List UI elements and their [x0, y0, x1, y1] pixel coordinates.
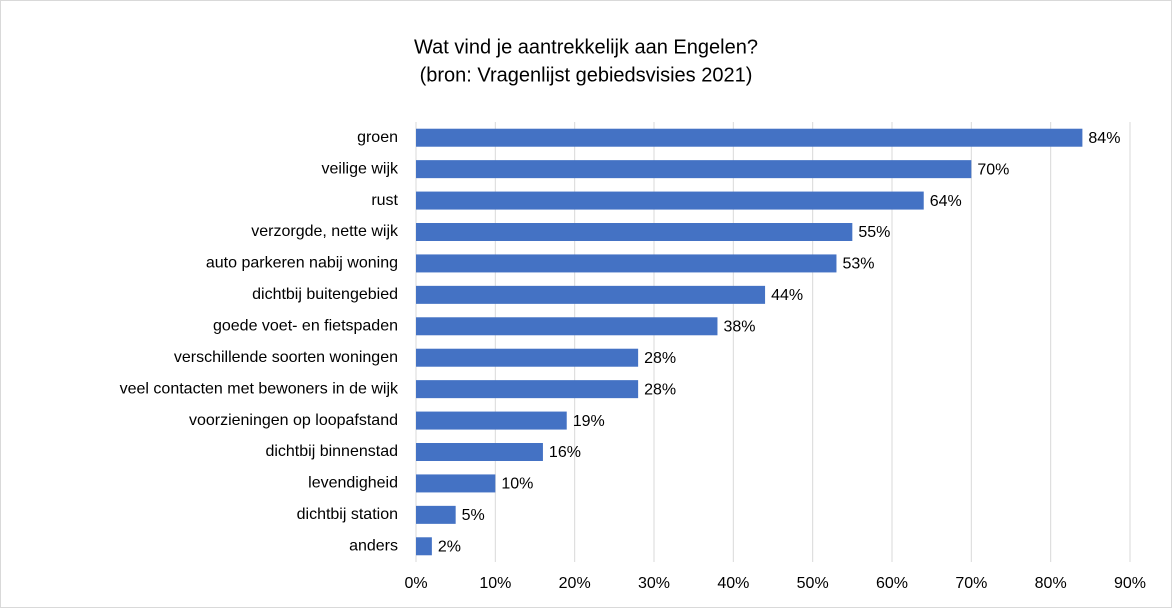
- value-label: 19%: [573, 413, 605, 430]
- value-label: 28%: [644, 381, 676, 398]
- x-tick-label: 80%: [1035, 575, 1067, 592]
- y-tick-label: verschillende soorten woningen: [174, 349, 398, 366]
- value-label: 38%: [723, 319, 755, 336]
- y-tick-label: veel contacten met bewoners in de wijk: [120, 380, 399, 397]
- bar: [416, 411, 567, 430]
- y-tick-label: verzorgde, nette wijk: [251, 223, 399, 240]
- value-label: 16%: [549, 444, 581, 461]
- y-tick-label: dichtbij binnenstad: [265, 443, 398, 460]
- value-label: 5%: [462, 507, 485, 524]
- x-tick-label: 70%: [955, 575, 987, 592]
- value-label: 53%: [842, 256, 874, 273]
- bar: [416, 474, 496, 493]
- y-tick-label: auto parkeren nabij woning: [206, 255, 398, 272]
- y-tick-label: anders: [349, 538, 398, 555]
- x-tick-label: 60%: [876, 575, 908, 592]
- y-tick-label: dichtbij buitengebied: [252, 286, 398, 303]
- y-tick-label: voorzieningen op loopafstand: [189, 412, 398, 429]
- value-label: 28%: [644, 350, 676, 367]
- bar: [416, 285, 766, 304]
- bar: [416, 505, 456, 524]
- chart-title: Wat vind je aantrekkelijk aan Engelen?: [414, 36, 758, 58]
- bar: [416, 254, 837, 273]
- bar: [416, 380, 639, 399]
- value-label: 55%: [858, 224, 890, 241]
- bar: [416, 191, 924, 210]
- y-tick-label: rust: [371, 192, 398, 209]
- y-tick-label: veilige wijk: [322, 160, 399, 177]
- value-label: 2%: [438, 539, 461, 556]
- y-tick-label: groen: [357, 129, 398, 146]
- value-label: 64%: [930, 193, 962, 210]
- y-tick-label: levendigheid: [308, 475, 398, 492]
- chart-subtitle: (bron: Vragenlijst gebiedsvisies 2021): [420, 64, 753, 86]
- value-label: 84%: [1088, 130, 1120, 147]
- value-label: 10%: [501, 476, 533, 493]
- bar: [416, 317, 718, 336]
- x-tick-label: 10%: [479, 575, 511, 592]
- value-label: 44%: [771, 287, 803, 304]
- x-tick-label: 90%: [1114, 575, 1146, 592]
- bar: [416, 160, 972, 179]
- x-tick-label: 20%: [559, 575, 591, 592]
- x-tick-label: 30%: [638, 575, 670, 592]
- y-tick-label: dichtbij station: [297, 506, 398, 523]
- x-tick-label: 40%: [717, 575, 749, 592]
- y-tick-label: goede voet- en fietspaden: [213, 318, 398, 335]
- bar: [416, 443, 543, 461]
- x-tick-label: 0%: [404, 575, 427, 592]
- bar: [416, 128, 1083, 147]
- bar: [416, 537, 432, 556]
- bar: [416, 348, 639, 367]
- x-tick-label: 50%: [797, 575, 829, 592]
- bar: [416, 223, 853, 241]
- value-label: 70%: [977, 161, 1009, 178]
